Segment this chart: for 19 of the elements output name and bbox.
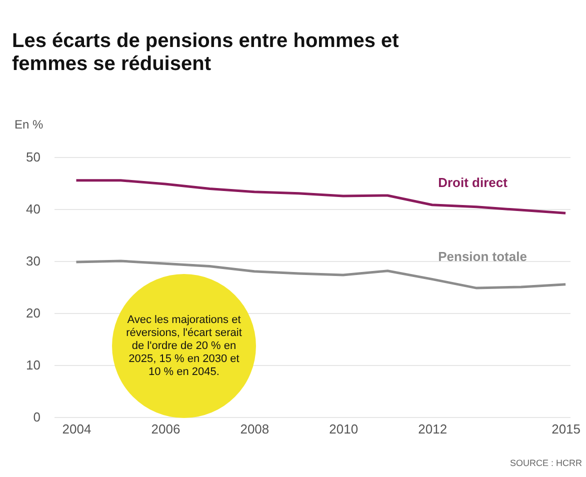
source-note: SOURCE : HCRR [510, 458, 582, 468]
x-tick-label: 2008 [240, 422, 270, 436]
y-tick-label: 50 [26, 150, 40, 164]
line-series [74, 179, 567, 214]
y-tick-label: 0 [33, 410, 40, 424]
x-tick-label: 2006 [151, 422, 180, 436]
x-tick-label: 2004 [62, 422, 92, 436]
chart-title: Les écarts de pensions entre hommes et femmes se réduisent [12, 30, 400, 76]
x-tick-label: 2012 [418, 422, 448, 436]
y-axis-title: En % [14, 118, 44, 132]
y-tick-label: 20 [26, 306, 40, 320]
y-tick-label: 10 [26, 358, 40, 372]
y-tick-label: 40 [26, 202, 40, 216]
series-label: Droit direct [438, 174, 508, 190]
y-tick-label: 30 [26, 254, 40, 268]
line-series [74, 260, 567, 290]
x-tick-label: 2010 [329, 422, 358, 436]
x-tick-label: 2015 [552, 422, 581, 436]
series-label: Pension totale [438, 249, 527, 264]
